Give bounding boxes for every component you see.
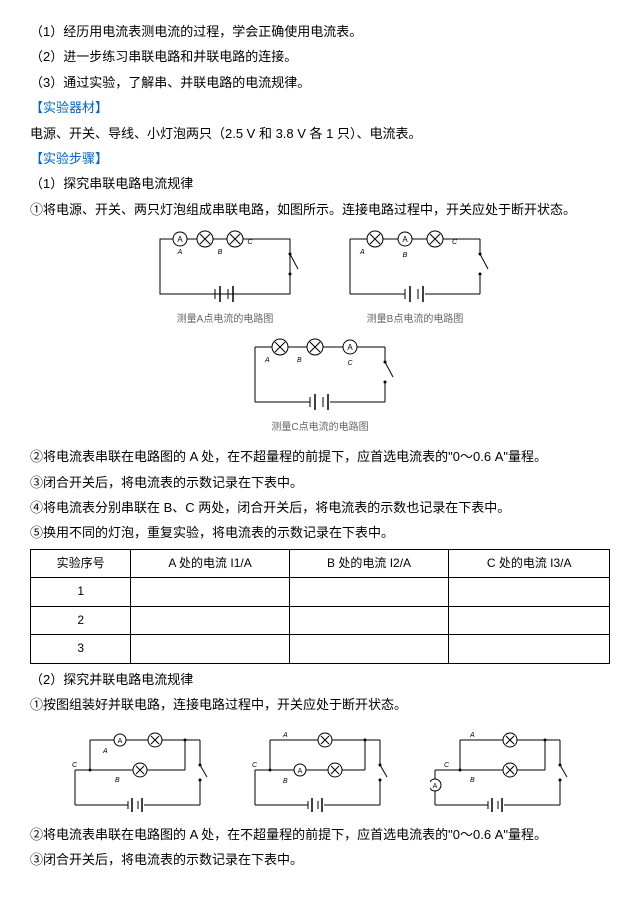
svg-text:B: B (115, 777, 120, 784)
part2-title: （2）探究并联电路电流规律 (30, 668, 610, 691)
parallel-diagram-3: A A B C (430, 725, 570, 815)
step3: ③闭合开关后，将电流表的示数记录在下表中。 (30, 471, 610, 494)
parallel-diagram-2: A A B C (250, 725, 390, 815)
svg-text:C: C (247, 239, 253, 246)
svg-text:C: C (452, 239, 458, 246)
svg-text:C: C (444, 762, 450, 769)
svg-text:A: A (282, 732, 288, 739)
svg-text:A: A (469, 732, 475, 739)
caption-a: 测量A点电流的电路图 (150, 311, 300, 329)
svg-text:A: A (102, 748, 108, 755)
svg-text:C: C (347, 360, 353, 367)
cell: 2 (31, 606, 131, 635)
section1-heading: 【实验器材】 (30, 96, 610, 119)
svg-text:A: A (359, 249, 365, 256)
th-2: B 处的电流 I2/A (289, 549, 449, 578)
svg-text:A: A (402, 235, 408, 244)
diagram-b: A A B C 测量B点电流的电路图 (340, 229, 490, 329)
table-row: 2 (31, 606, 610, 635)
svg-text:A: A (264, 357, 270, 364)
svg-text:B: B (283, 778, 288, 785)
intro-line-3: （3）通过实验，了解串、并联电路的电流规律。 (30, 71, 610, 94)
th-0: 实验序号 (31, 549, 131, 578)
diagram-c: A A B C 测量C点电流的电路图 (245, 337, 395, 437)
section1-body: 电源、开关、导线、小灯泡两只（2.5 V 和 3.8 V 各 1 只）、电流表。 (30, 122, 610, 145)
parallel-diagrams: A A B C A (30, 725, 610, 815)
data-table-1: 实验序号 A 处的电流 I1/A B 处的电流 I2/A C 处的电流 I3/A… (30, 549, 610, 664)
svg-text:C: C (252, 762, 258, 769)
svg-text:A: A (177, 235, 183, 244)
caption-b: 测量B点电流的电路图 (340, 311, 490, 329)
cell: 1 (31, 578, 131, 607)
svg-text:A: A (347, 343, 353, 352)
p2-step2: ②将电流表串联在电路图的 A 处，在不超量程的前提下，应首选电流表的"0～0.6… (30, 823, 610, 846)
svg-text:B: B (470, 777, 475, 784)
table-header-row: 实验序号 A 处的电流 I1/A B 处的电流 I2/A C 处的电流 I3/A (31, 549, 610, 578)
step4: ④将电流表分别串联在 B、C 两处，闭合开关后，将电流表的示数也记录在下表中。 (30, 496, 610, 519)
diagram-a: A A B C 测量A点电流的电路图 (150, 229, 300, 329)
p2-step3: ③闭合开关后，将电流表的示数记录在下表中。 (30, 848, 610, 871)
svg-text:B: B (218, 249, 223, 256)
svg-text:B: B (403, 252, 408, 259)
series-diagrams-row2: A A B C 测量C点电流的电路图 (30, 337, 610, 437)
th-1: A 处的电流 I1/A (131, 549, 289, 578)
step2: ②将电流表串联在电路图的 A 处，在不超量程的前提下，应首选电流表的"0～0.6… (30, 445, 610, 468)
svg-text:B: B (297, 357, 302, 364)
caption-c: 测量C点电流的电路图 (245, 419, 395, 437)
th-3: C 处的电流 I3/A (449, 549, 610, 578)
table-row: 3 (31, 635, 610, 664)
svg-text:A: A (298, 768, 303, 775)
cell: 3 (31, 635, 131, 664)
part1-title: （1）探究串联电路电流规律 (30, 172, 610, 195)
section2-heading: 【实验步骤】 (30, 147, 610, 170)
step5: ⑤换用不同的灯泡，重复实验，将电流表的示数记录在下表中。 (30, 521, 610, 544)
parallel-diagram-1: A A B C (70, 725, 210, 815)
intro-line-1: （1）经历用电流表测电流的过程，学会正确使用电流表。 (30, 20, 610, 43)
svg-text:A: A (118, 738, 123, 745)
intro-line-2: （2）进一步练习串联电路和并联电路的连接。 (30, 45, 610, 68)
p2-step1: ①按图组装好并联电路，连接电路过程中，开关应处于断开状态。 (30, 693, 610, 716)
table-row: 1 (31, 578, 610, 607)
step1: ①将电源、开关、两只灯泡组成串联电路，如图所示。连接电路过程中，开关应处于断开状… (30, 198, 610, 221)
svg-text:A: A (177, 249, 183, 256)
svg-text:A: A (433, 783, 438, 790)
svg-text:C: C (72, 762, 78, 769)
series-diagrams-row1: A A B C 测量A点电流的电路图 A (30, 229, 610, 329)
